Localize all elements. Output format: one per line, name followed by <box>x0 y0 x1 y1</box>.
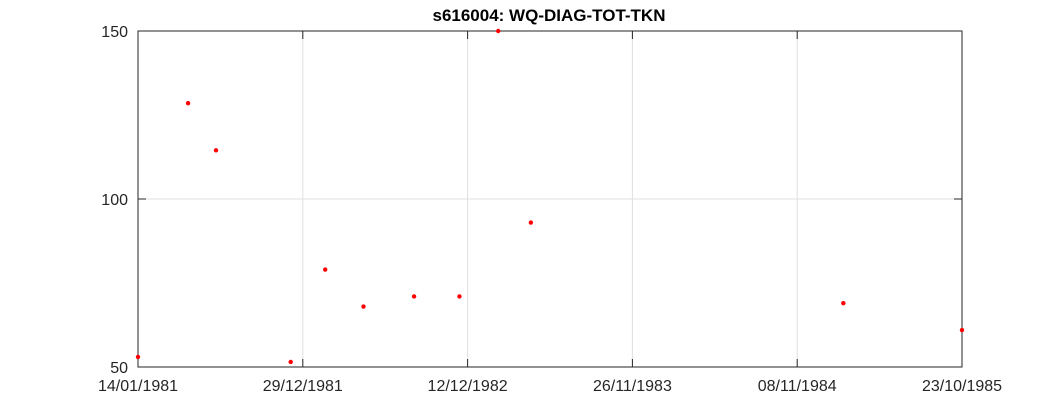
data-point <box>213 148 219 153</box>
data-point <box>496 28 501 34</box>
chart-title: s616004: WQ-DIAG-TOT-TKN <box>432 6 665 25</box>
y-tick-label: 150 <box>101 24 128 41</box>
data-point <box>528 220 534 225</box>
x-tick-label: 08/11/1984 <box>758 378 837 395</box>
y-tick-label: 50 <box>110 360 128 377</box>
data-point <box>361 304 366 309</box>
y-tick-labels: 50 100 150 <box>101 24 128 377</box>
x-tick-label: 26/11/1983 <box>593 378 672 395</box>
x-tick-label: 14/01/1981 <box>98 378 178 395</box>
axes <box>137 30 963 368</box>
data-point <box>959 327 965 333</box>
data-point <box>457 294 462 299</box>
x-tick-label: 23/10/1985 <box>922 378 1002 395</box>
data-point <box>411 294 417 299</box>
x-tick-label: 12/12/1982 <box>428 378 508 395</box>
data-point <box>135 354 141 360</box>
data-points <box>135 28 965 365</box>
data-point <box>841 300 846 306</box>
data-point <box>185 101 191 106</box>
data-point <box>288 359 293 365</box>
x-tick-label: 29/12/1981 <box>263 378 343 395</box>
y-tick-label: 100 <box>101 192 128 209</box>
grid <box>138 31 962 367</box>
data-point <box>323 267 328 272</box>
x-tick-labels: 14/01/1981 29/12/1981 12/12/1982 26/11/1983… <box>98 378 1002 395</box>
